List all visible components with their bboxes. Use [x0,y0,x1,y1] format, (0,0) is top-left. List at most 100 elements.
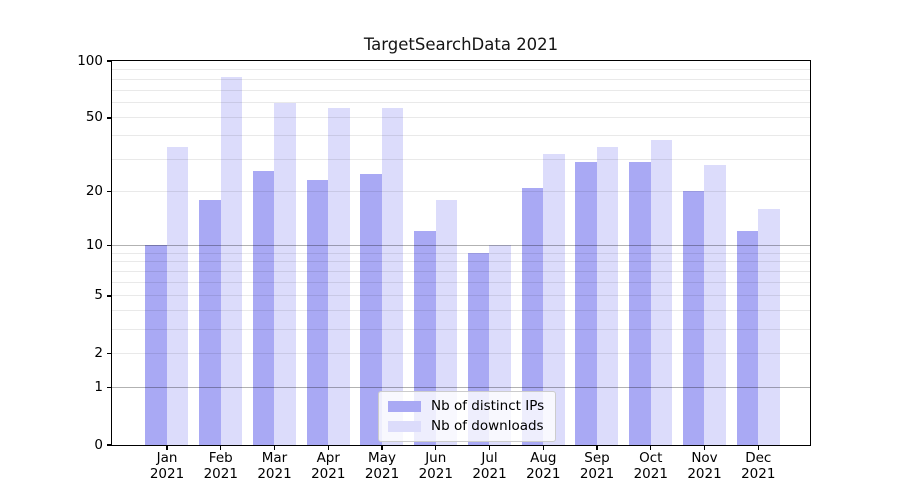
bar-downloads-nov [704,164,726,445]
y-tick-label: 0 [94,436,103,453]
bar-ips-jan [145,245,167,445]
bar-downloads-aug [543,153,565,445]
gridline-minor [111,102,811,104]
gridline-major [111,244,811,246]
x-tick-label-year: 2021 [633,465,668,482]
x-tick-label-year: 2021 [472,465,507,482]
x-tick [650,446,652,451]
x-tick-label-year: 2021 [311,465,346,482]
bar-ips-apr [306,180,329,445]
x-tick-label: Oct 2021 [622,450,680,482]
bar-ips-aug [521,187,544,445]
y-tick-label: 10 [85,236,103,253]
x-tick-label-month: Oct [639,450,663,466]
bar-ips-feb [199,199,221,445]
x-tick [381,446,383,451]
x-tick-label-year: 2021 [418,465,453,482]
x-tick [542,446,544,451]
bar-ips-dec [736,231,759,445]
x-tick-label: Feb 2021 [192,450,250,482]
gridline-minor [111,295,811,297]
x-tick [703,446,706,451]
x-tick [596,446,598,451]
bar-ips-may [360,173,382,445]
gridline-minor [111,89,811,91]
x-tick-label-month: Aug [530,450,557,466]
x-tick-label: Mar 2021 [246,450,304,482]
x-tick-label-year: 2021 [687,465,722,482]
gridline-minor [111,158,811,160]
x-tick-label-month: Mar [261,450,288,466]
x-tick-label-month: Nov [691,450,718,466]
y-tick-label: 5 [94,287,103,304]
x-tick-label-year: 2021 [364,465,400,482]
bar-downloads-apr [328,108,350,445]
bar-ips-sep [575,161,597,445]
legend-label: Nb of downloads [431,418,544,434]
chart-title: TargetSearchData 2021 [363,35,559,54]
gridline-minor [111,117,811,119]
x-tick-label-year: 2021 [741,465,776,482]
x-tick-label-month: Jan [156,450,178,466]
bar-downloads-may [381,108,404,445]
gridline-minor [111,328,811,330]
x-tick-label: Nov 2021 [676,450,734,482]
x-tick-label: Dec 2021 [729,450,787,482]
x-tick-label: Jul 2021 [461,450,519,482]
legend-item: Nb of downloads [388,419,544,434]
y-tick-label: 1 [94,378,103,395]
y-tick-label: 2 [94,345,103,362]
y-tick-label: 100 [77,52,103,69]
legend-swatch-downloads [388,421,421,432]
x-tick-label: Aug 2021 [514,450,572,482]
x-tick [327,446,329,451]
legend-swatch-distinct-ips [388,401,421,412]
y-tick-label: 20 [85,183,103,200]
bar-ips-nov [682,191,705,445]
gridline-minor [111,310,811,312]
gridline-minor [111,271,811,273]
gridline-minor [111,68,811,70]
plot-area [110,59,812,447]
bar-downloads-mar [274,102,296,445]
x-tick-label-month: May [368,450,396,466]
gridline-minor [111,261,811,263]
bar-ips-oct [629,161,651,445]
x-tick-label-month: Sep [584,450,610,466]
legend-item: Nb of distinct IPs [388,399,544,414]
x-tick-label-year: 2021 [526,465,561,482]
x-tick [757,446,759,451]
x-tick-label-year: 2021 [149,465,185,482]
gridline-minor [111,252,811,254]
gridline-minor [111,282,811,284]
x-tick-label-year: 2021 [579,465,615,482]
gridline-minor [111,78,811,80]
x-tick-label: May 2021 [353,450,411,482]
x-tick-label: Jun 2021 [407,450,465,482]
gridline-minor [111,135,811,137]
x-tick [220,446,222,451]
bar-ips-mar [252,170,275,445]
x-tick-label-month: Jun [425,450,447,466]
bar-downloads-jan [166,146,189,445]
x-tick [488,446,491,451]
x-tick-label-month: Jul [481,450,498,466]
legend: Nb of distinct IPs Nb of downloads [378,391,557,442]
x-tick-label-month: Apr [316,450,340,466]
x-tick [273,446,276,451]
bar-downloads-oct [650,139,673,445]
x-tick-label: Apr 2021 [299,450,357,482]
x-tick-label-year: 2021 [257,465,292,482]
gridline-minor [111,352,811,354]
bar-downloads-jun [435,199,458,445]
bar-downloads-dec [758,209,780,445]
gridline-major [111,386,811,388]
bar-downloads-feb [220,77,243,445]
gridline-minor [111,190,811,192]
x-tick-label: Sep 2021 [568,450,626,482]
legend-label: Nb of distinct IPs [431,398,545,414]
x-tick-label-month: Feb [208,450,233,466]
x-tick [166,446,168,451]
x-tick-label: Jan 2021 [138,450,196,482]
